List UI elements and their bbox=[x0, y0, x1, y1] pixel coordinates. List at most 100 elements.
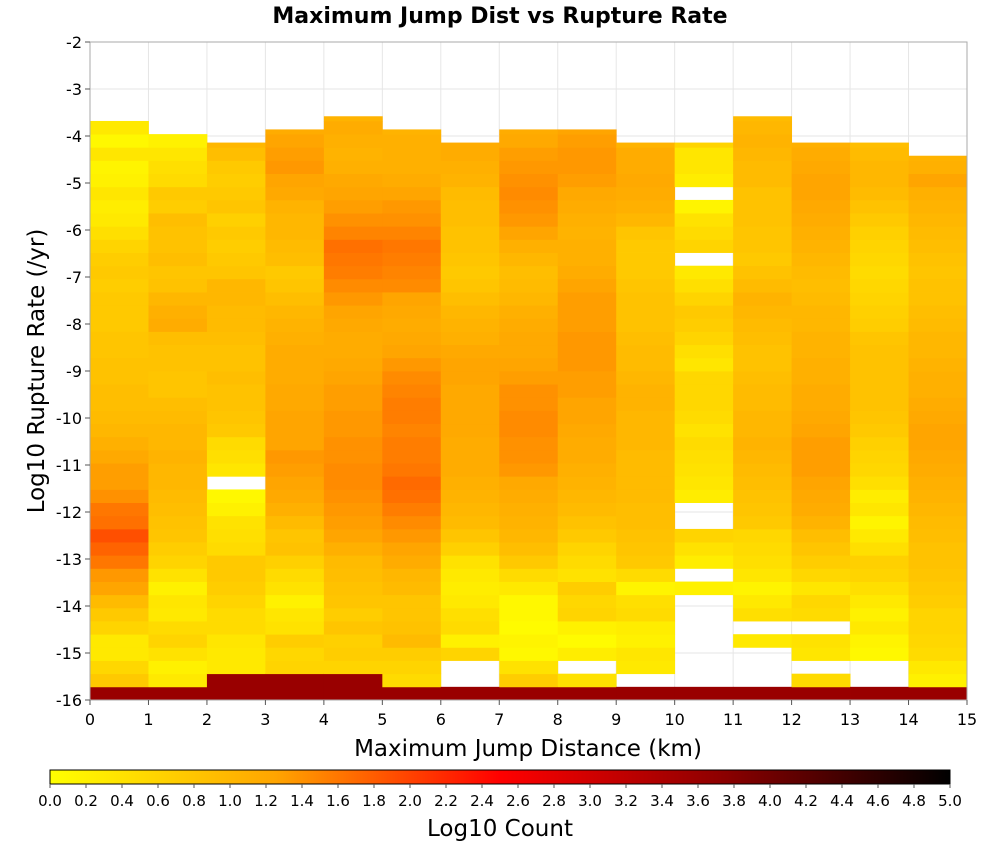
heatmap-cell bbox=[557, 160, 617, 174]
heatmap-cell bbox=[908, 371, 968, 385]
heatmap-cell bbox=[733, 239, 792, 253]
heatmap-cell bbox=[148, 186, 208, 201]
heatmap-cell bbox=[908, 647, 968, 661]
heatmap-cell bbox=[382, 673, 442, 688]
colorbar-tick-label: 3.4 bbox=[650, 792, 674, 810]
heatmap-cell bbox=[206, 318, 266, 332]
heatmap-cell bbox=[206, 213, 266, 227]
heatmap-cell bbox=[557, 147, 617, 161]
heatmap-cell bbox=[323, 384, 383, 398]
heatmap-cell bbox=[440, 647, 500, 661]
heatmap-cell bbox=[499, 331, 559, 346]
heatmap-cell bbox=[850, 568, 909, 582]
y-tick-label: -9 bbox=[66, 362, 82, 381]
x-tick-label: 0 bbox=[85, 710, 95, 729]
heatmap-cell bbox=[265, 252, 325, 267]
x-tick-label: 1 bbox=[143, 710, 153, 729]
heatmap-cell bbox=[206, 371, 266, 385]
heatmap-cell bbox=[850, 384, 909, 398]
heatmap-cell bbox=[148, 292, 208, 306]
heatmap-cell bbox=[733, 502, 792, 517]
heatmap-cell bbox=[850, 186, 909, 201]
heatmap-cell bbox=[382, 449, 442, 464]
heatmap-cell bbox=[499, 568, 559, 582]
heatmap-cell bbox=[616, 423, 676, 438]
heatmap-cell bbox=[90, 371, 149, 385]
heatmap-cell bbox=[850, 463, 909, 477]
heatmap-cell bbox=[674, 147, 734, 161]
heatmap-cell bbox=[265, 239, 325, 253]
heatmap-cell bbox=[908, 436, 968, 451]
heatmap-cell bbox=[791, 331, 851, 346]
heatmap-cell bbox=[206, 252, 266, 267]
heatmap-cell bbox=[440, 384, 500, 398]
heatmap-cell bbox=[557, 344, 617, 359]
heatmap-cell bbox=[323, 660, 383, 675]
heatmap-cell bbox=[616, 305, 676, 319]
heatmap-cell bbox=[674, 331, 734, 346]
heatmap-cell bbox=[499, 278, 559, 293]
heatmap-cell bbox=[733, 436, 792, 451]
heatmap-cell bbox=[733, 463, 792, 477]
heatmap-cell bbox=[323, 489, 383, 503]
y-tick-label: -15 bbox=[56, 644, 82, 663]
heatmap-cell bbox=[382, 555, 442, 569]
heatmap-cell bbox=[440, 568, 500, 582]
colorbar-tick-label: 1.6 bbox=[326, 792, 350, 810]
heatmap-cell bbox=[733, 116, 792, 122]
heatmap-cell bbox=[206, 265, 266, 280]
heatmap-cell bbox=[323, 397, 383, 411]
heatmap-cell bbox=[148, 147, 208, 161]
heatmap-cell bbox=[850, 476, 909, 490]
heatmap-cell bbox=[557, 436, 617, 451]
heatmap-cell bbox=[265, 160, 325, 174]
heatmap-cell bbox=[733, 331, 792, 346]
heatmap-cell bbox=[674, 199, 734, 214]
heatmap-cell bbox=[440, 371, 500, 385]
heatmap-cell bbox=[499, 318, 559, 332]
heatmap-cell bbox=[850, 423, 909, 438]
x-tick-label: 2 bbox=[202, 710, 212, 729]
heatmap-cell bbox=[674, 528, 734, 543]
heatmap-cell bbox=[90, 502, 149, 517]
colorbar-tick-label: 4.4 bbox=[830, 792, 854, 810]
heatmap-cell bbox=[791, 344, 851, 359]
heatmap-cell bbox=[616, 199, 676, 214]
heatmap-cell bbox=[850, 502, 909, 517]
heatmap-cell bbox=[148, 199, 208, 214]
heatmap-cell bbox=[616, 142, 676, 148]
heatmap-cell bbox=[206, 489, 266, 503]
heatmap-cell bbox=[674, 436, 734, 451]
heatmap-cell bbox=[90, 226, 149, 240]
y-tick-label: -14 bbox=[56, 597, 82, 616]
heatmap-cell bbox=[90, 410, 149, 425]
heatmap-cell bbox=[850, 305, 909, 319]
heatmap-cell bbox=[733, 213, 792, 227]
heatmap-cell bbox=[733, 489, 792, 503]
heatmap-cell bbox=[148, 134, 208, 148]
heatmap-cell bbox=[265, 686, 325, 701]
heatmap-cell bbox=[323, 357, 383, 372]
heatmap-cell bbox=[265, 436, 325, 451]
heatmap-cell bbox=[440, 410, 500, 425]
heatmap-cell bbox=[148, 686, 208, 701]
heatmap-cell bbox=[440, 142, 500, 148]
heatmap-cell bbox=[206, 226, 266, 240]
heatmap-cell bbox=[791, 568, 851, 582]
heatmap-cell bbox=[148, 331, 208, 346]
heatmap-cell bbox=[791, 371, 851, 385]
heatmap-cell bbox=[908, 305, 968, 319]
heatmap-cell bbox=[148, 581, 208, 596]
heatmap-cell bbox=[382, 581, 442, 596]
heatmap-cell bbox=[674, 423, 734, 438]
heatmap-cell bbox=[908, 278, 968, 293]
heatmap-cell bbox=[499, 436, 559, 451]
heatmap-cell bbox=[499, 449, 559, 464]
heatmap-cell bbox=[90, 331, 149, 346]
heatmap-cell bbox=[850, 436, 909, 451]
heatmap-cell bbox=[499, 173, 559, 188]
heatmap-cell bbox=[265, 410, 325, 425]
heatmap-cell bbox=[206, 621, 266, 635]
heatmap-cell bbox=[499, 686, 559, 701]
heatmap-cell bbox=[323, 134, 383, 148]
